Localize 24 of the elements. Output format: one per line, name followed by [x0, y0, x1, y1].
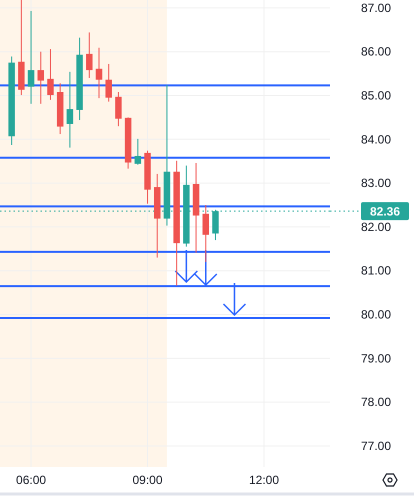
y-tick-label: 85.00 [360, 88, 392, 103]
y-tick-label: 77.00 [360, 438, 392, 453]
y-tick-label: 80.00 [360, 308, 392, 322]
candlestick [96, 47, 102, 99]
x-tick-label: 09:00 [132, 473, 163, 487]
y-tick-label: 84.00 [360, 132, 392, 146]
x-tick-label: 12:00 [248, 473, 280, 487]
y-tick-label: 78.00 [360, 395, 392, 410]
candlestick [38, 51, 44, 104]
candlestick [86, 32, 93, 78]
y-tick-label: 79.00 [360, 351, 392, 366]
candlestick [105, 63, 112, 102]
y-tick-label: 81.00 [360, 264, 392, 278]
candlestick [134, 138, 142, 166]
y-tick-label: 82.00 [360, 220, 392, 234]
y-tick-label: 83.00 [360, 176, 392, 190]
candlestick [47, 48, 54, 100]
y-tick-label: 87.00 [360, 0, 392, 15]
candlestick [66, 71, 74, 148]
candlestick [28, 10, 34, 104]
y-tick-label: 86.00 [360, 44, 392, 59]
ref-line-label: 82.36 [370, 204, 400, 219]
candlestick [115, 92, 122, 127]
x-tick-label: 06:00 [16, 473, 46, 487]
